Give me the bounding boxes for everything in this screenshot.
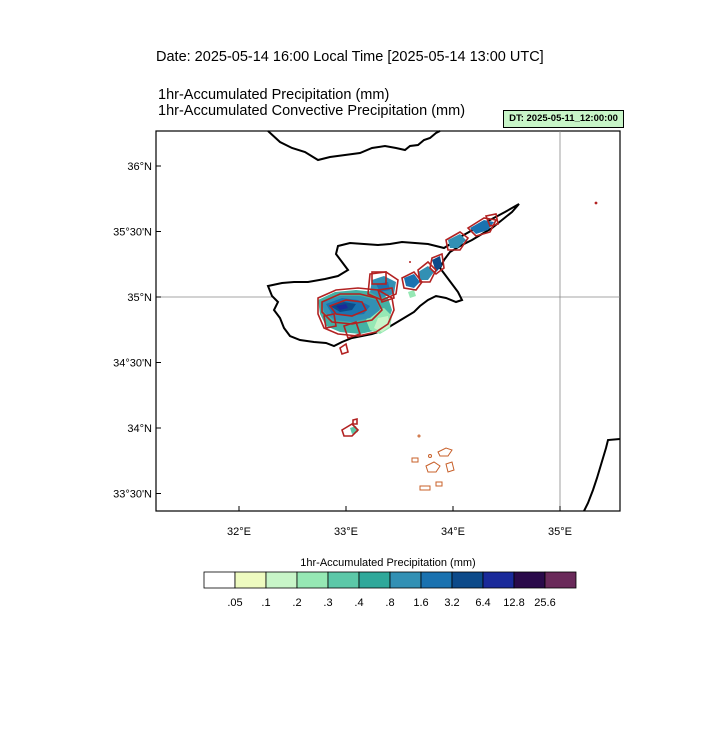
lat-label: 36°N	[127, 161, 152, 173]
colorbar-swatch	[234, 571, 267, 589]
colorbar-label: .8	[385, 597, 394, 609]
colorbar-label: .3	[323, 597, 332, 609]
colorbar-label: 12.8	[503, 597, 524, 609]
colorbar-label: .4	[354, 597, 363, 609]
lon-label: 32°E	[227, 526, 251, 538]
colorbar-swatch	[358, 571, 391, 589]
levant-coastline	[583, 438, 621, 512]
colorbar-swatch	[544, 571, 577, 589]
longitude-axis: 32°E 33°E 34°E 35°E	[227, 506, 572, 538]
colorbar-swatch	[513, 571, 546, 589]
colorbar-label: 1.6	[413, 597, 428, 609]
turkey-coastline	[267, 130, 441, 162]
lat-label: 35°30'N	[113, 227, 152, 239]
colorbar-swatch	[420, 571, 453, 589]
colorbar-label: 6.4	[475, 597, 490, 609]
colorbar-swatch	[451, 571, 484, 589]
colorbar-swatch	[265, 571, 298, 589]
colorbar-label: .05	[227, 597, 242, 609]
colorbar-label: .1	[261, 597, 270, 609]
convective-contours	[317, 213, 499, 437]
field-title-convective-precipitation: 1hr-Accumulated Convective Precipitation…	[158, 103, 466, 119]
lon-label: 33°E	[334, 526, 358, 538]
precipitation-field	[318, 220, 494, 434]
scattered-contours	[411, 434, 455, 491]
latitude-axis: 36°N 35°30'N 35°N 34°30'N 34°N 33°30'N	[113, 161, 161, 501]
date-title: Date: 2025-05-14 16:00 Local Time [2025-…	[156, 49, 544, 65]
colorbar-title: 1hr-Accumulated Precipitation (mm)	[300, 557, 475, 569]
colorbar-label: .2	[292, 597, 301, 609]
colorbar-swatch	[389, 571, 422, 589]
dt-badge: DT: 2025-05-11_12:00:00	[503, 110, 624, 128]
precip-dot	[409, 261, 411, 263]
colorbar-label: 25.6	[534, 597, 555, 609]
lon-label: 34°E	[441, 526, 465, 538]
precip-dot	[594, 201, 598, 205]
lat-label: 33°30'N	[113, 489, 152, 501]
colorbar: .05 .1 .2 .3 .4 .8 1.6 3.2 6.4 12.8 25.6	[203, 571, 577, 609]
colorbar-label: 3.2	[444, 597, 459, 609]
lat-label: 34°30'N	[113, 358, 152, 370]
lat-label: 35°N	[127, 292, 152, 304]
colorbar-swatch	[327, 571, 360, 589]
lon-label: 35°E	[548, 526, 572, 538]
colorbar-swatch	[296, 571, 329, 589]
lat-label: 34°N	[127, 423, 152, 435]
field-title-precipitation: 1hr-Accumulated Precipitation (mm)	[158, 87, 390, 103]
map-frame	[155, 130, 621, 512]
colorbar-swatch	[203, 571, 236, 589]
colorbar-swatch	[482, 571, 515, 589]
